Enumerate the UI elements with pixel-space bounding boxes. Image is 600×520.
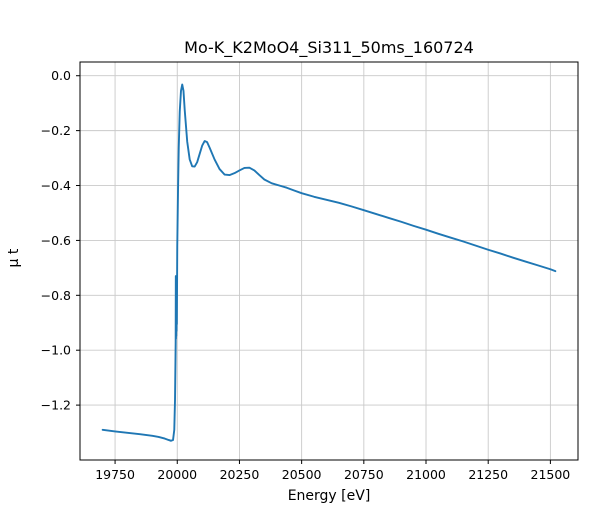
x-axis-label: Energy [eV] bbox=[287, 488, 371, 504]
x-tick-label: 21000 bbox=[406, 467, 446, 482]
x-tick-label: 21500 bbox=[531, 467, 571, 482]
y-tick-label: −0.2 bbox=[41, 123, 71, 138]
x-tick-label: 21250 bbox=[468, 467, 508, 482]
y-tick-label: −0.6 bbox=[41, 233, 71, 248]
x-tick-label: 20500 bbox=[282, 467, 322, 482]
y-tick-label: 0.0 bbox=[51, 68, 71, 83]
y-tick-label: −0.4 bbox=[41, 178, 71, 193]
x-tick-label: 20000 bbox=[157, 467, 197, 482]
x-tick-label: 20750 bbox=[344, 467, 384, 482]
plot-border bbox=[79, 61, 579, 461]
x-tick-label: 19750 bbox=[95, 467, 135, 482]
y-tick-label: −1.0 bbox=[41, 343, 71, 358]
chart-title: Mo-K_K2MoO4_Si311_50ms_160724 bbox=[184, 38, 474, 57]
y-axis-label: μ t bbox=[6, 248, 22, 268]
data-line bbox=[101, 83, 557, 442]
y-tick-label: −0.8 bbox=[41, 288, 71, 303]
x-tick-label: 20250 bbox=[220, 467, 260, 482]
y-tick-label: −1.2 bbox=[41, 398, 71, 413]
